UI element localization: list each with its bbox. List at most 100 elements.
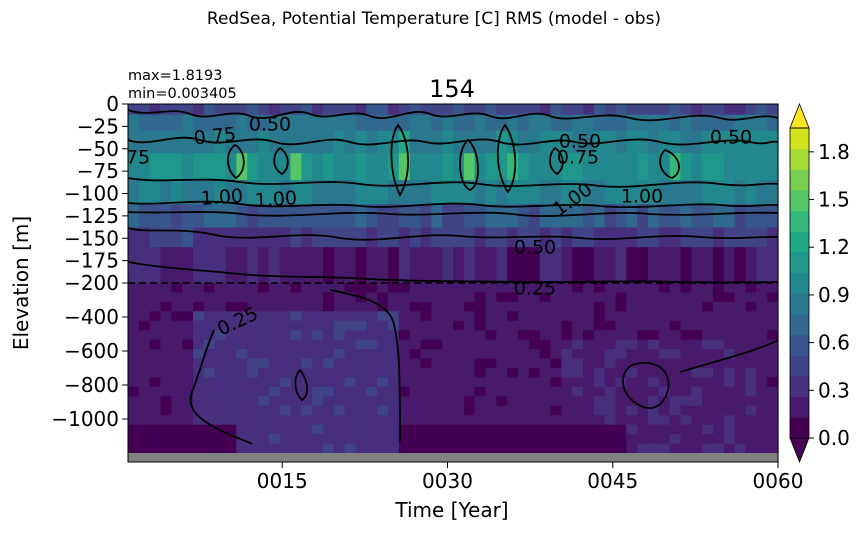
- heat-cell: [398, 130, 411, 154]
- heat-cell: [323, 443, 335, 454]
- heat-cell: [658, 320, 671, 331]
- heat-cell: [637, 349, 649, 360]
- heat-cell: [409, 358, 422, 369]
- heat-cell: [518, 405, 530, 416]
- heat-cell: [583, 358, 595, 369]
- heat-cell: [593, 114, 606, 132]
- colorbar-tick-label: 0.9: [818, 283, 850, 307]
- heat-cell: [528, 396, 541, 407]
- heat-cell: [713, 292, 725, 303]
- heat-cell: [344, 180, 357, 205]
- heat-cell: [713, 443, 725, 454]
- heat-cell: [366, 227, 378, 248]
- heat-cell: [637, 204, 649, 229]
- heat-cell: [366, 204, 378, 229]
- heat-cell: [539, 386, 552, 397]
- heat-cell: [312, 396, 324, 407]
- heat-cell: [463, 283, 476, 294]
- heat-cell: [344, 330, 357, 341]
- heat-cell: [691, 424, 703, 435]
- heat-cell: [301, 283, 313, 294]
- heat-cell: [236, 153, 248, 181]
- heat-cell: [669, 153, 682, 181]
- heat-cell: [691, 349, 703, 360]
- heat-cell: [128, 283, 140, 294]
- heat-cell: [648, 339, 660, 350]
- heat-cell: [388, 204, 400, 229]
- heat-cell: [756, 283, 768, 294]
- heat-cell: [431, 301, 443, 312]
- heat-cell: [344, 204, 357, 229]
- heat-cell: [496, 104, 508, 116]
- heat-cell: [420, 415, 432, 426]
- heat-cell: [658, 386, 671, 397]
- heat-cell: [474, 301, 487, 312]
- heat-cell: [593, 320, 606, 331]
- heat-cell: [734, 386, 747, 397]
- heat-cell: [669, 311, 682, 322]
- heat-cell: [604, 377, 617, 388]
- heat-cell: [344, 114, 357, 132]
- heat-cell: [756, 405, 768, 416]
- heat-cell: [604, 386, 617, 397]
- heat-cell: [507, 358, 519, 369]
- heat-cell: [279, 396, 292, 407]
- heat-cell: [702, 349, 714, 360]
- heat-cell: [366, 330, 378, 341]
- heat-cell: [507, 283, 519, 294]
- heat-cell: [182, 405, 194, 416]
- heat-cell: [767, 377, 779, 388]
- heat-cell: [268, 368, 281, 379]
- heat-cell: [680, 104, 692, 116]
- heat-cell: [528, 405, 541, 416]
- heat-cell: [323, 247, 335, 284]
- heat-cell: [442, 320, 454, 331]
- contour-label: 0.50: [559, 131, 601, 153]
- heat-cell: [431, 443, 443, 454]
- heat-cell: [442, 104, 454, 116]
- heat-cell: [138, 114, 151, 132]
- heat-cell: [561, 311, 573, 322]
- heat-cell: [160, 396, 172, 407]
- contour-blob-7: [549, 146, 564, 176]
- heat-cell: [615, 358, 627, 369]
- heat-cell: [442, 153, 454, 181]
- heat-cell: [442, 415, 454, 426]
- y-tick-label: −125: [64, 204, 119, 228]
- heat-cell: [615, 415, 627, 426]
- contour-0-25-deep-right: [679, 339, 779, 373]
- heat-cell: [648, 301, 660, 312]
- heat-cell: [214, 415, 227, 426]
- heat-cell: [236, 301, 248, 312]
- heat-cell: [388, 424, 400, 435]
- heat-cell: [507, 405, 519, 416]
- heat-cell: [366, 339, 378, 350]
- heat-cell: [518, 386, 530, 397]
- heat-cell: [236, 358, 248, 369]
- heat-cell: [420, 349, 432, 360]
- heat-cell: [149, 104, 162, 116]
- heat-cell: [593, 339, 606, 350]
- heat-cell: [268, 330, 281, 341]
- heat-cell: [604, 153, 617, 181]
- heat-cell: [333, 130, 346, 154]
- heat-cell: [171, 368, 183, 379]
- heat-cell: [355, 358, 367, 369]
- heat-cell: [214, 247, 227, 284]
- heat-cell: [431, 227, 443, 248]
- heat-cell: [507, 153, 519, 181]
- heat-cell: [377, 180, 389, 205]
- heat-cell: [268, 247, 281, 284]
- heat-cell: [583, 424, 595, 435]
- heat-cell: [312, 415, 324, 426]
- heat-cell: [648, 283, 660, 294]
- heat-cell: [333, 424, 346, 435]
- heat-cell: [593, 434, 606, 445]
- heat-cell: [604, 247, 617, 284]
- heat-cell: [593, 301, 606, 312]
- heat-cell: [160, 377, 172, 388]
- heat-cell: [258, 130, 270, 154]
- heat-cell: [268, 320, 281, 331]
- heat-cell: [377, 339, 389, 350]
- heat-cell: [518, 130, 530, 154]
